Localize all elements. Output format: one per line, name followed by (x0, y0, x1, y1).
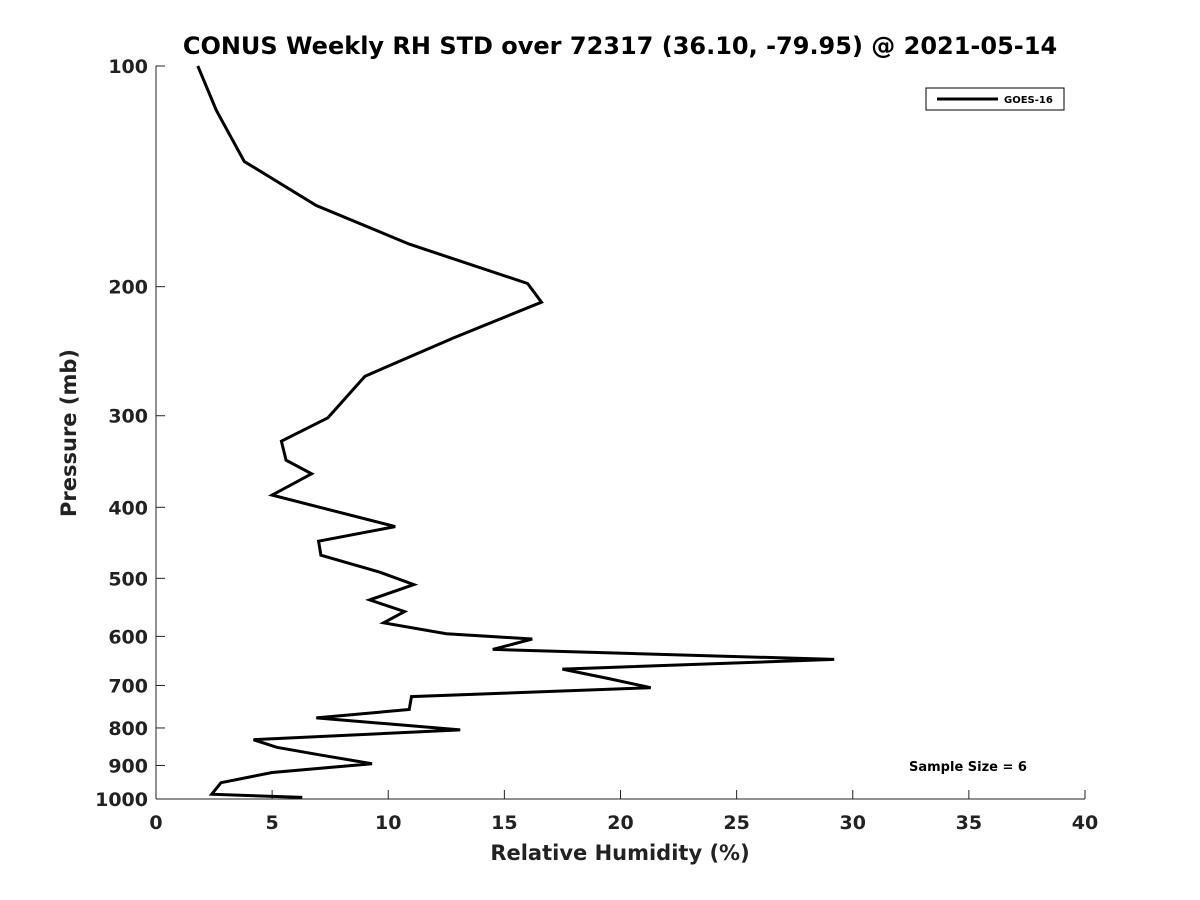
y-axis-label: Pressure (mb) (57, 349, 81, 517)
y-tick-label: 300 (108, 406, 148, 428)
legend: GOES-16 (925, 87, 1065, 111)
y-tick-label: 600 (108, 626, 148, 648)
chart-title: CONUS Weekly RH STD over 72317 (36.10, -… (183, 32, 1057, 60)
y-tick-label: 400 (108, 497, 148, 519)
y-tick-label: 900 (108, 755, 148, 777)
series-line-goes-16 (196, 65, 835, 799)
y-tick-label: 200 (108, 277, 148, 299)
y-ticks: 100 200 300 400 500 600 700 800 900 1000 (95, 56, 165, 811)
x-tick-label: 40 (1072, 812, 1098, 834)
y-tick-label: 800 (108, 718, 148, 740)
x-ticks: 0 5 10 15 20 25 30 35 40 (149, 790, 1098, 834)
x-tick-label: 10 (375, 812, 401, 834)
x-tick-label: 15 (491, 812, 517, 834)
x-axis-label: Relative Humidity (%) (490, 841, 749, 865)
x-tick-label: 30 (840, 812, 866, 834)
x-tick-label: 25 (723, 812, 749, 834)
x-tick-label: 5 (266, 812, 279, 834)
x-tick-label: 20 (607, 812, 633, 834)
series-layer (196, 65, 835, 799)
x-tick-label: 0 (149, 812, 162, 834)
y-tick-label: 1000 (95, 789, 148, 811)
x-tick-label: 35 (956, 812, 982, 834)
y-tick-label: 700 (108, 675, 148, 697)
legend-label-goes-16: GOES-16 (1004, 95, 1053, 106)
y-tick-label: 100 (108, 56, 148, 78)
y-tick-label: 500 (108, 568, 148, 590)
sample-size-annotation: Sample Size = 6 (909, 760, 1027, 775)
